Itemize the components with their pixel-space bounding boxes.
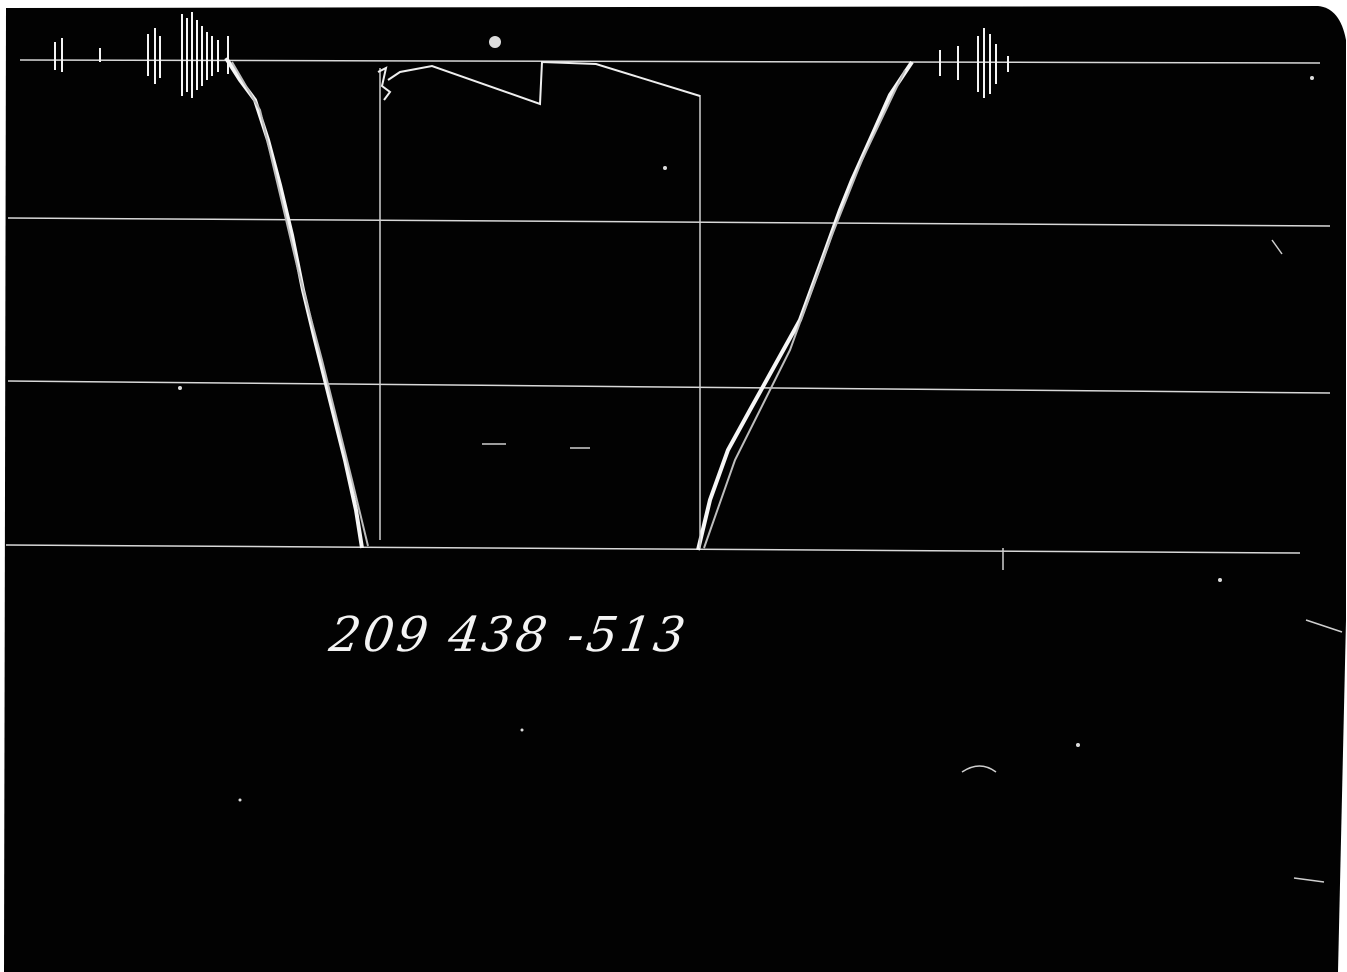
- sawtooth-trace: [387, 60, 701, 106]
- descending-ramp-ghost: [231, 61, 369, 547]
- reference-line-3: [7, 380, 1331, 394]
- noise-burst-left: [54, 12, 229, 98]
- scratches: [482, 239, 1343, 883]
- dust-specks: [178, 36, 1314, 802]
- dark-plate: [4, 6, 1346, 972]
- reference-line-2: [7, 217, 1331, 227]
- reference-line-4: [5, 544, 1301, 554]
- reference-lines: [5, 59, 1331, 554]
- small-squiggle: [377, 66, 392, 101]
- reference-line-1: [19, 59, 1321, 64]
- noise-burst-right: [939, 28, 1009, 98]
- ascending-ramp-ghost: [703, 69, 906, 549]
- vertical-markers: [379, 68, 1004, 570]
- handwritten-label: 209 438 -513: [326, 607, 692, 663]
